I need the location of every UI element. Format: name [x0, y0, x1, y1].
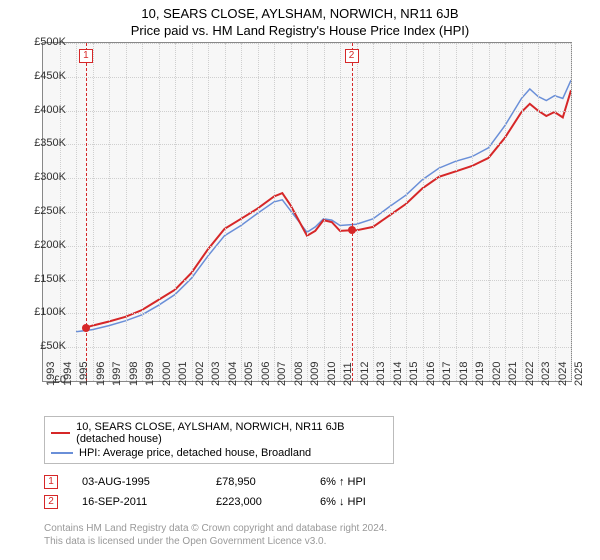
sale-delta: 6% ↑ HPI: [320, 476, 400, 488]
gridline-vertical: [258, 43, 259, 381]
y-axis-label: £350K: [26, 137, 66, 149]
gridline-vertical: [93, 43, 94, 381]
legend-swatch: [51, 432, 70, 434]
gridline-vertical: [357, 43, 358, 381]
gridline-vertical: [109, 43, 110, 381]
y-axis-label: £450K: [26, 70, 66, 82]
y-axis-label: £200K: [26, 239, 66, 251]
footer-line1: Contains HM Land Registry data © Crown c…: [44, 522, 564, 535]
gridline-vertical: [307, 43, 308, 381]
sale-row: 1 03-AUG-1995 £78,950 6% ↑ HPI: [44, 472, 600, 492]
gridline-vertical: [522, 43, 523, 381]
sale-date: 16-SEP-2011: [82, 496, 192, 508]
gridline-vertical: [390, 43, 391, 381]
legend-series-box: 10, SEARS CLOSE, AYLSHAM, NORWICH, NR11 …: [44, 416, 394, 464]
gridline-vertical: [208, 43, 209, 381]
sale-price: £78,950: [216, 476, 296, 488]
gridline-vertical: [142, 43, 143, 381]
y-axis-label: £250K: [26, 205, 66, 217]
gridline-vertical: [538, 43, 539, 381]
footer-line2: This data is licensed under the Open Gov…: [44, 535, 564, 548]
gridline-vertical: [555, 43, 556, 381]
gridline-vertical: [456, 43, 457, 381]
x-axis-label: 2025: [573, 362, 600, 386]
gridline-vertical: [192, 43, 193, 381]
gridline-vertical: [241, 43, 242, 381]
gridline-vertical: [406, 43, 407, 381]
sales-table: 1 03-AUG-1995 £78,950 6% ↑ HPI 2 16-SEP-2011 £…: [44, 472, 600, 512]
gridline-vertical: [126, 43, 127, 381]
sale-date: 03-AUG-1995: [82, 476, 192, 488]
gridline-vertical: [159, 43, 160, 381]
gridline-vertical: [291, 43, 292, 381]
sale-marker-dot: [82, 324, 90, 332]
gridline-vertical: [274, 43, 275, 381]
y-axis-label: £100K: [26, 306, 66, 318]
y-axis-label: £500K: [26, 36, 66, 48]
gridline-vertical: [571, 43, 572, 381]
gridline-vertical: [340, 43, 341, 381]
chart-container: 10, SEARS CLOSE, AYLSHAM, NORWICH, NR11 …: [0, 0, 600, 560]
legend: 10, SEARS CLOSE, AYLSHAM, NORWICH, NR11 …: [44, 416, 564, 464]
gridline-vertical: [505, 43, 506, 381]
y-axis-label: £50K: [26, 340, 66, 352]
chart-area: 12 £0£50K£100K£150K£200K£250K£300K£350K£…: [36, 42, 596, 412]
legend-label: HPI: Average price, detached house, Broa…: [79, 447, 311, 459]
gridline-vertical: [423, 43, 424, 381]
gridline-vertical: [489, 43, 490, 381]
legend-row: HPI: Average price, detached house, Broa…: [51, 446, 387, 460]
chart-subtitle: Price paid vs. HM Land Registry's House …: [0, 21, 600, 42]
y-axis-label: £400K: [26, 104, 66, 116]
sale-number-box: 2: [44, 495, 58, 509]
gridline-vertical: [373, 43, 374, 381]
reference-marker-box: 1: [79, 49, 93, 63]
sale-number-box: 1: [44, 475, 58, 489]
sale-price: £223,000: [216, 496, 296, 508]
legend-swatch: [51, 452, 73, 454]
reference-line: [352, 43, 353, 381]
plot-region: 12: [42, 42, 572, 382]
footer: Contains HM Land Registry data © Crown c…: [44, 522, 564, 548]
gridline-vertical: [76, 43, 77, 381]
legend-label: 10, SEARS CLOSE, AYLSHAM, NORWICH, NR11 …: [76, 421, 387, 445]
reference-marker-box: 2: [345, 49, 359, 63]
y-axis-label: £300K: [26, 171, 66, 183]
sale-marker-dot: [348, 226, 356, 234]
gridline-vertical: [439, 43, 440, 381]
sale-row: 2 16-SEP-2011 £223,000 6% ↓ HPI: [44, 492, 600, 512]
gridline-vertical: [225, 43, 226, 381]
sale-delta: 6% ↓ HPI: [320, 496, 400, 508]
gridline-vertical: [324, 43, 325, 381]
legend-row: 10, SEARS CLOSE, AYLSHAM, NORWICH, NR11 …: [51, 420, 387, 446]
chart-title: 10, SEARS CLOSE, AYLSHAM, NORWICH, NR11 …: [0, 0, 600, 21]
gridline-vertical: [175, 43, 176, 381]
y-axis-label: £150K: [26, 273, 66, 285]
gridline-vertical: [472, 43, 473, 381]
